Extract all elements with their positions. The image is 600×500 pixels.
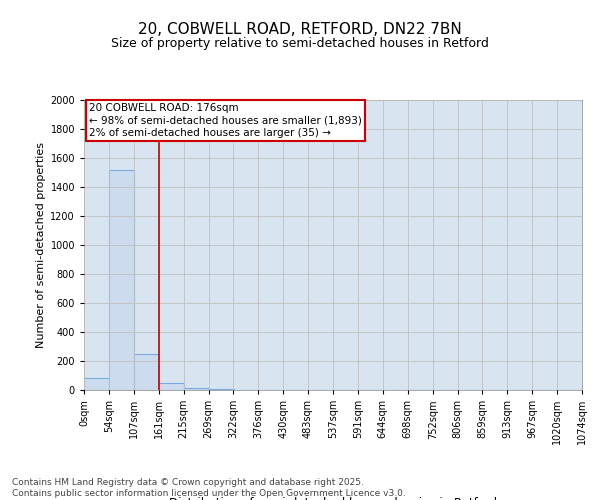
Text: Size of property relative to semi-detached houses in Retford: Size of property relative to semi-detach… <box>111 38 489 51</box>
Bar <box>184 388 209 390</box>
Bar <box>84 378 109 390</box>
Text: 20, COBWELL ROAD, RETFORD, DN22 7BN: 20, COBWELL ROAD, RETFORD, DN22 7BN <box>138 22 462 38</box>
X-axis label: Distribution of semi-detached houses by size in Retford: Distribution of semi-detached houses by … <box>169 497 497 500</box>
Text: 20 COBWELL ROAD: 176sqm
← 98% of semi-detached houses are smaller (1,893)
2% of : 20 COBWELL ROAD: 176sqm ← 98% of semi-de… <box>89 103 362 138</box>
Y-axis label: Number of semi-detached properties: Number of semi-detached properties <box>36 142 46 348</box>
Bar <box>159 384 184 390</box>
Text: Contains HM Land Registry data © Crown copyright and database right 2025.
Contai: Contains HM Land Registry data © Crown c… <box>12 478 406 498</box>
Bar <box>109 170 134 390</box>
Bar <box>134 354 158 390</box>
